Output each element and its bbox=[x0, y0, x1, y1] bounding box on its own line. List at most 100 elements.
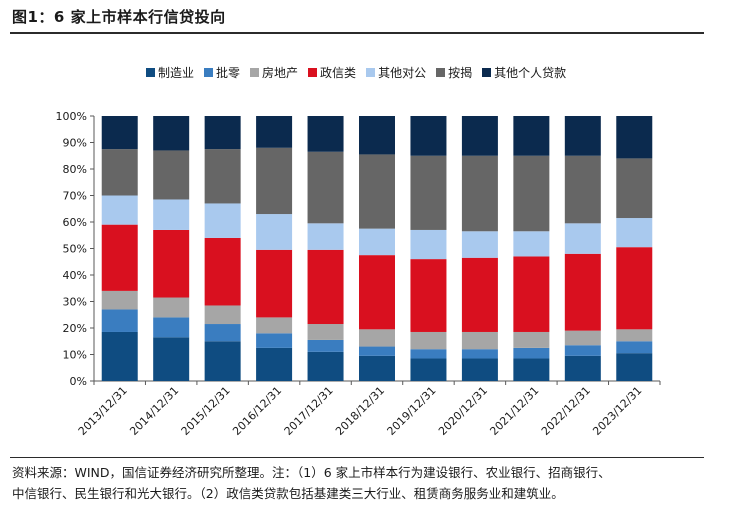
y-tick-label: 0% bbox=[70, 375, 87, 388]
x-tick-label: 2017/12/31 bbox=[282, 384, 336, 438]
bar-segment-7 bbox=[513, 116, 550, 156]
bar-segment-4 bbox=[256, 249, 293, 318]
bar-segment-3 bbox=[204, 305, 241, 325]
bar-segment-4 bbox=[359, 255, 395, 330]
bar-segment-7 bbox=[153, 116, 190, 151]
bar-segment-6 bbox=[153, 150, 190, 200]
bar-segment-3 bbox=[359, 329, 395, 347]
bar-segment-6 bbox=[513, 155, 550, 232]
legend-item-2: 批零 bbox=[204, 64, 240, 81]
bar-segment-6 bbox=[359, 154, 395, 229]
y-tick-label: 80% bbox=[63, 163, 87, 176]
legend-item-6: 按揭 bbox=[436, 64, 472, 81]
bar-segment-2 bbox=[307, 339, 344, 352]
y-tick-label: 30% bbox=[63, 296, 87, 309]
bar-segment-1 bbox=[461, 358, 498, 381]
bar-segment-2 bbox=[461, 349, 498, 359]
x-tick-label: 2018/12/31 bbox=[333, 384, 387, 438]
bar-segment-6 bbox=[410, 155, 447, 230]
bar-segment-3 bbox=[307, 324, 344, 340]
bar-segment-6 bbox=[564, 155, 601, 224]
bar-segment-5 bbox=[513, 231, 550, 257]
bar-segment-6 bbox=[101, 149, 138, 196]
x-tick-label: 2020/12/31 bbox=[436, 384, 490, 438]
bar-segment-2 bbox=[359, 346, 395, 356]
x-tick-label: 2014/12/31 bbox=[127, 384, 181, 438]
legend-label: 制造业 bbox=[158, 66, 195, 80]
legend-item-7: 其他个人贷款 bbox=[482, 64, 566, 81]
bar-segment-2 bbox=[204, 324, 241, 342]
bar-segment-4 bbox=[513, 256, 550, 332]
title-rule bbox=[10, 32, 704, 34]
y-tick-label: 10% bbox=[63, 349, 87, 362]
bar-segment-2 bbox=[101, 309, 138, 332]
bar-segment-4 bbox=[204, 237, 241, 306]
y-tick-label: 40% bbox=[63, 269, 87, 282]
bar-segment-3 bbox=[616, 329, 653, 342]
bar-segment-6 bbox=[616, 158, 653, 219]
bar-segment-7 bbox=[410, 116, 447, 156]
bar-segment-1 bbox=[564, 355, 601, 381]
bar-segment-3 bbox=[513, 331, 550, 348]
bar-segment-1 bbox=[513, 358, 550, 381]
bar-segment-1 bbox=[307, 351, 344, 381]
bar-segment-4 bbox=[461, 257, 498, 332]
source-note-line-2: 中信银行、民生银行和光大银行。（2）政信类贷款包括基建类三大行业、租赁商务服务业… bbox=[12, 486, 564, 501]
x-tick-label: 2021/12/31 bbox=[487, 384, 541, 438]
bar-segment-5 bbox=[410, 229, 447, 260]
x-tick-label: 2019/12/31 bbox=[385, 384, 439, 438]
bar-segment-5 bbox=[307, 223, 344, 250]
bar-segment-5 bbox=[461, 231, 498, 258]
bar-segment-7 bbox=[461, 116, 498, 156]
bar-segment-4 bbox=[616, 247, 653, 330]
bar-segment-4 bbox=[410, 259, 447, 332]
bar-segment-6 bbox=[204, 149, 241, 204]
bar-segment-7 bbox=[359, 116, 395, 155]
x-tick-label: 2022/12/31 bbox=[539, 384, 593, 438]
bar-segment-5 bbox=[256, 214, 293, 250]
chart-legend: 制造业 批零 房地产 政信类 其他对公 按揭 其他个人贷款 bbox=[146, 64, 566, 81]
y-tick-label: 20% bbox=[63, 322, 87, 335]
legend-item-1: 制造业 bbox=[146, 64, 194, 81]
bar-segment-5 bbox=[564, 223, 601, 254]
legend-swatch bbox=[308, 68, 318, 77]
source-note-line-1: 资料来源：WIND，国信证券经济研究所整理。注：（1）6 家上市样本行为建设银行… bbox=[12, 465, 611, 480]
bar-segment-1 bbox=[204, 341, 241, 381]
legend-label: 按揭 bbox=[448, 66, 473, 80]
bar-segment-1 bbox=[410, 358, 447, 381]
legend-swatch bbox=[366, 68, 376, 77]
legend-label: 其他个人贷款 bbox=[494, 66, 567, 80]
stacked-bar-chart: 0% 10% 20% 30% 40% 50% 60% 70% 80% 90% 100% 2013/12… bbox=[56, 110, 661, 438]
legend-item-3: 房地产 bbox=[250, 64, 298, 81]
legend-item-5: 其他对公 bbox=[366, 64, 426, 81]
y-tick-label: 60% bbox=[63, 216, 87, 229]
bar-segment-4 bbox=[153, 229, 190, 298]
bar-segment-1 bbox=[359, 355, 395, 381]
bar-segment-5 bbox=[616, 218, 653, 248]
bar-segment-5 bbox=[204, 203, 241, 238]
legend-label: 其他对公 bbox=[378, 66, 427, 80]
legend-swatch bbox=[250, 68, 260, 77]
y-tick-label: 100% bbox=[56, 110, 87, 123]
x-tick-label: 2015/12/31 bbox=[179, 384, 233, 438]
bar-segment-7 bbox=[564, 116, 601, 156]
bar-segment-2 bbox=[153, 317, 190, 338]
bar-segment-2 bbox=[410, 349, 447, 359]
bar-segment-3 bbox=[256, 317, 293, 334]
bar-segment-6 bbox=[256, 147, 293, 215]
legend-swatch bbox=[436, 68, 446, 77]
bar-segment-7 bbox=[204, 116, 241, 150]
legend-label: 房地产 bbox=[262, 66, 299, 80]
y-tick-label: 90% bbox=[63, 137, 87, 150]
bar-segment-1 bbox=[153, 337, 190, 381]
bar-segment-6 bbox=[307, 151, 344, 224]
legend-item-4: 政信类 bbox=[308, 64, 356, 81]
bar-segment-3 bbox=[564, 330, 601, 346]
bar-segment-2 bbox=[256, 333, 293, 348]
bar-segment-2 bbox=[564, 345, 601, 356]
bar-segment-1 bbox=[101, 331, 138, 381]
source-note: 资料来源：WIND，国信证券经济研究所整理。注：（1）6 家上市样本行为建设银行… bbox=[12, 462, 712, 504]
bar-segment-1 bbox=[616, 353, 653, 381]
bar-segment-1 bbox=[256, 347, 293, 381]
bar-segment-7 bbox=[616, 116, 653, 159]
